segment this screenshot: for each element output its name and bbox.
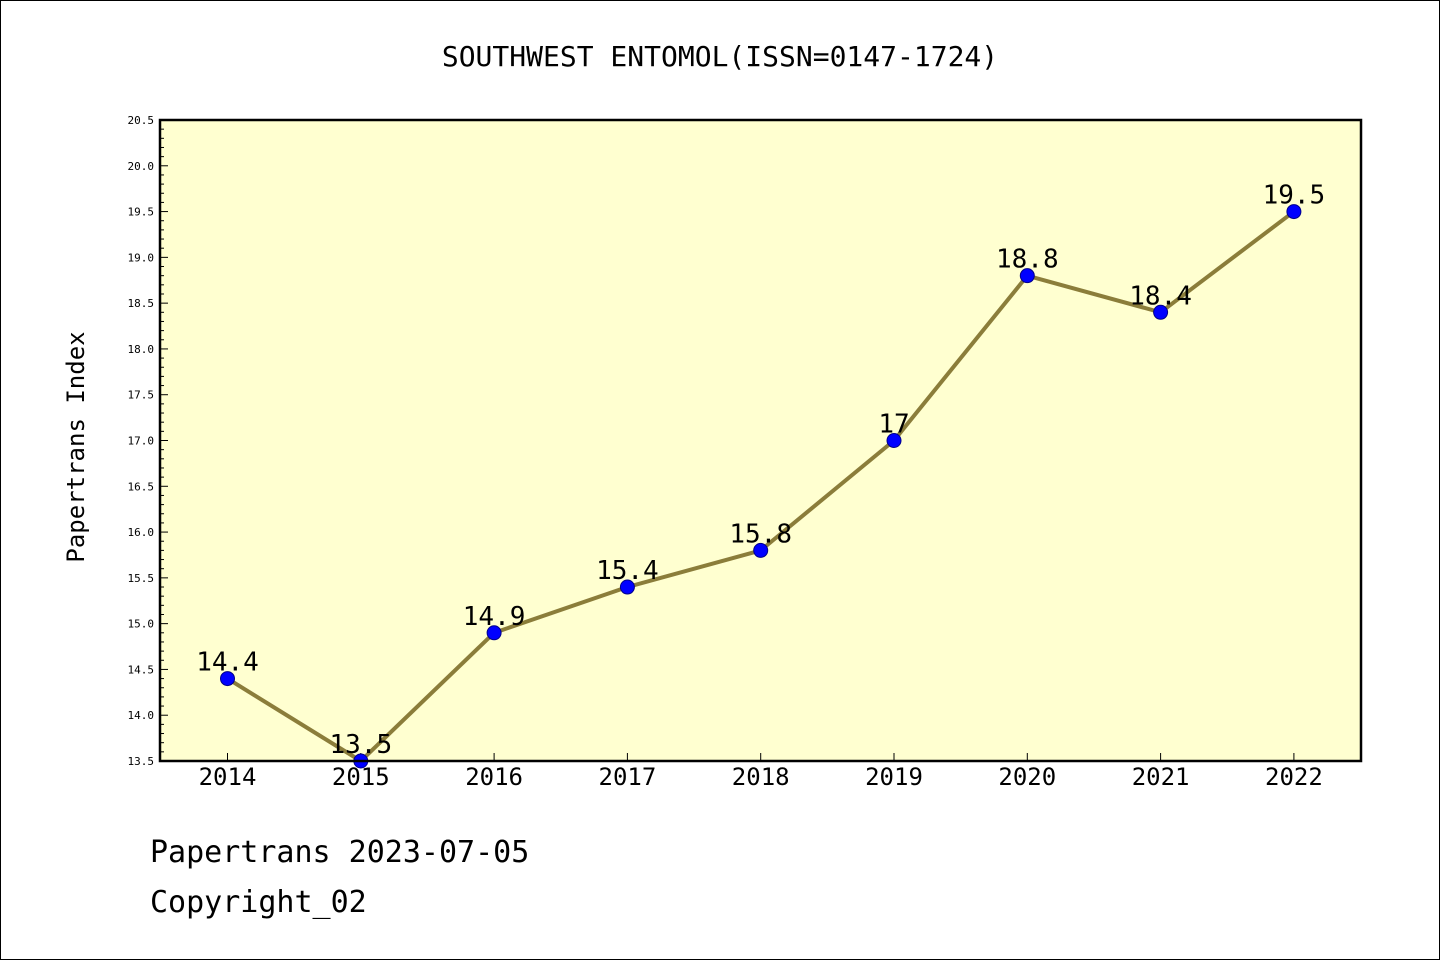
plot-border bbox=[158, 118, 1363, 763]
data-point-marker bbox=[486, 625, 502, 641]
y-axis: 13.5 14.0 14.5 15.0 15.5 16.0 16.5 17.0 17.5 18.0… bbox=[128, 114, 168, 768]
x-tick-label: 2016 bbox=[465, 763, 523, 791]
y-tick-label: 19.0 bbox=[128, 251, 155, 264]
data-label: 14.4 bbox=[196, 648, 259, 678]
y-axis-label: Papertrans Index bbox=[62, 331, 90, 562]
x-tick-label: 2014 bbox=[199, 763, 257, 791]
data-point-marker bbox=[220, 671, 235, 687]
footer-date-line: Papertrans 2023-07-05 bbox=[150, 835, 530, 870]
x-tick-label: 2021 bbox=[1132, 763, 1190, 791]
y-tick-label: 13.5 bbox=[128, 755, 155, 768]
y-tick-label: 17.0 bbox=[128, 435, 155, 448]
x-tick-label: 2020 bbox=[998, 763, 1056, 791]
data-label: 18.8 bbox=[996, 245, 1059, 275]
series-line-group: 14.4 13.5 14.9 15.4 15.8 17 18.8 18.4 19.5 bbox=[196, 181, 1326, 769]
y-tick-label: 14.5 bbox=[128, 663, 155, 676]
x-tick-label: 2017 bbox=[599, 763, 657, 791]
y-tick-label: 19.5 bbox=[128, 206, 155, 219]
x-tick-label: 2019 bbox=[865, 763, 923, 791]
data-label: 14.9 bbox=[463, 602, 526, 632]
y-tick-label: 16.5 bbox=[128, 480, 155, 493]
data-point-marker bbox=[753, 542, 769, 558]
x-tick-label: 2018 bbox=[732, 763, 790, 791]
y-tick-label: 16.0 bbox=[128, 526, 155, 539]
data-label: 17 bbox=[878, 410, 909, 440]
y-tick-label: 20.5 bbox=[128, 114, 155, 127]
data-point-marker bbox=[1019, 268, 1035, 284]
data-point-marker bbox=[619, 579, 635, 595]
x-axis: 2014 2015 2016 2017 2018 2019 2020 2021 2022 bbox=[199, 753, 1323, 791]
data-point-marker bbox=[1286, 204, 1302, 220]
plot-area bbox=[160, 120, 1361, 761]
data-point-marker bbox=[886, 433, 902, 448]
y-tick-label: 18.5 bbox=[128, 297, 155, 310]
y-tick-label: 17.5 bbox=[128, 389, 155, 402]
y-tick-label: 15.0 bbox=[128, 618, 155, 631]
y-tick-label: 18.0 bbox=[128, 343, 155, 356]
y-tick-label: 14.0 bbox=[128, 709, 155, 722]
data-label: 19.5 bbox=[1263, 181, 1326, 211]
data-label: 15.8 bbox=[729, 519, 792, 549]
data-point-marker bbox=[1153, 304, 1169, 320]
data-label: 15.4 bbox=[596, 556, 659, 586]
x-tick-label: 2022 bbox=[1265, 763, 1323, 791]
chart-title: SOUTHWEST ENTOMOL(ISSN=0147-1724) bbox=[442, 40, 998, 73]
y-tick-label: 20.0 bbox=[128, 160, 155, 173]
footer-copyright-line: Copyright_02 bbox=[150, 885, 367, 920]
data-label: 18.4 bbox=[1129, 281, 1192, 311]
data-label: 13.5 bbox=[329, 730, 392, 760]
y-tick-label: 15.5 bbox=[128, 572, 155, 585]
